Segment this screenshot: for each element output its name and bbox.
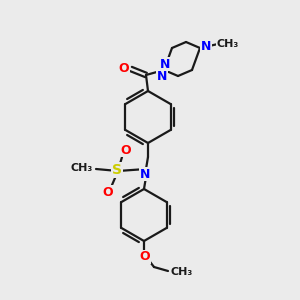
Text: O: O <box>119 61 129 74</box>
Text: O: O <box>103 185 113 199</box>
Text: S: S <box>112 163 122 177</box>
Text: N: N <box>157 70 167 83</box>
Text: CH₃: CH₃ <box>217 39 239 49</box>
Text: N: N <box>140 167 150 181</box>
Text: CH₃: CH₃ <box>171 267 193 277</box>
Text: N: N <box>201 40 211 52</box>
Text: O: O <box>121 143 131 157</box>
Text: CH₃: CH₃ <box>71 163 93 173</box>
Text: O: O <box>140 250 150 263</box>
Text: N: N <box>160 58 170 70</box>
